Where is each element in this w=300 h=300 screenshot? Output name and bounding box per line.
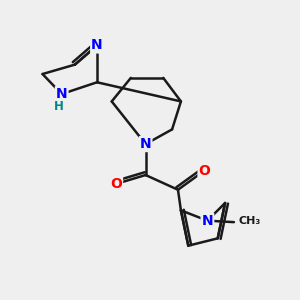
Text: N: N	[56, 87, 68, 101]
Text: H: H	[54, 100, 64, 113]
Text: N: N	[202, 214, 213, 228]
Text: N: N	[91, 38, 103, 52]
Text: O: O	[199, 164, 210, 178]
Text: O: O	[110, 177, 122, 191]
Text: CH₃: CH₃	[238, 216, 261, 226]
Text: N: N	[140, 137, 152, 151]
